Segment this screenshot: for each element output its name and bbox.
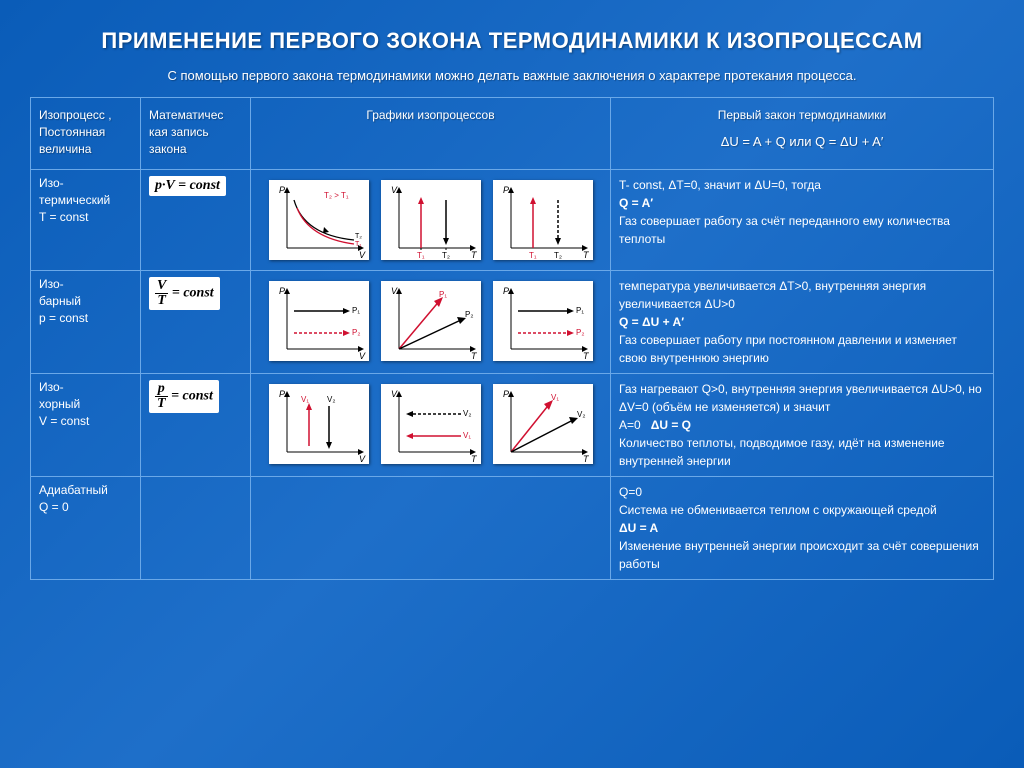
page-subtitle: С помощью первого закона термодинамики м… [30, 68, 994, 83]
row-isochoric: Изо- хорный V = const pT = const P V V₁ V₂ [31, 374, 994, 477]
th-law-eq: ΔU = A + Q или Q = ΔU + A′ [619, 134, 985, 149]
adiab-law: Q=0Система не обменивается теплом с окру… [611, 477, 994, 580]
th-graphs: Графики изопроцессов [251, 98, 611, 170]
th-process-l1: Изопроцесс , [39, 108, 132, 122]
svg-text:T: T [583, 250, 590, 260]
svg-text:T₂: T₂ [355, 233, 362, 240]
svg-text:V: V [359, 351, 366, 361]
svg-text:P₂: P₂ [576, 328, 584, 337]
graph-isov-pv: P V V₁ V₂ [269, 384, 369, 464]
svg-text:P: P [503, 185, 509, 195]
svg-text:P: P [503, 389, 509, 399]
iso-p-formula: VT = const [149, 277, 220, 310]
svg-text:T₁: T₁ [529, 251, 537, 260]
th-math-l1: Математичес [149, 108, 242, 122]
svg-text:P: P [279, 389, 285, 399]
svg-text:V₁: V₁ [551, 393, 559, 402]
svg-text:T: T [471, 454, 478, 464]
th-math: Математичес кая запись закона [141, 98, 251, 170]
row-adiabatic: Адиабатный Q = 0 Q=0Система не обменивае… [31, 477, 994, 580]
svg-text:V: V [391, 286, 398, 296]
svg-text:V: V [391, 185, 398, 195]
iso-t-law: T- const, ΔT=0, значит и ΔU=0, тогдаQ = … [611, 170, 994, 271]
svg-text:T₁: T₁ [417, 251, 425, 260]
svg-text:P₁: P₁ [352, 306, 360, 315]
iso-v-name3: V = const [39, 414, 132, 428]
iso-v-name1: Изо- [39, 380, 132, 394]
iso-p-name2: барный [39, 294, 132, 308]
svg-text:V₂: V₂ [327, 395, 335, 404]
th-process-l2: Постоянная [39, 125, 132, 139]
svg-text:T₂: T₂ [554, 251, 562, 260]
graph-isot-pv: P V T₂ > T₁ T₂T₁ [269, 180, 369, 260]
th-law: Первый закон термодинамики ΔU = A + Q ил… [611, 98, 994, 170]
svg-text:T: T [583, 454, 590, 464]
adiab-name2: Q = 0 [39, 500, 132, 514]
page-title: ПРИМЕНЕНИЕ ПЕРВОГО ЗОКОНА ТЕРМОДИНАМИКИ … [30, 28, 994, 54]
th-process: Изопроцесс , Постоянная величина [31, 98, 141, 170]
svg-text:T₂ > T₁: T₂ > T₁ [324, 191, 349, 200]
svg-text:P: P [503, 286, 509, 296]
svg-text:V₂: V₂ [577, 410, 585, 419]
graph-isop-pv: P V P₁ P₂ [269, 281, 369, 361]
graph-isop-vt: V T P₁ P₂ [381, 281, 481, 361]
iso-t-name3: T = const [39, 210, 132, 224]
row-isothermal: Изо- термический T = const p·V = const P… [31, 170, 994, 271]
svg-text:T: T [471, 351, 478, 361]
svg-text:P₂: P₂ [465, 310, 473, 319]
svg-text:P₁: P₁ [439, 290, 447, 299]
adiab-name1: Адиабатный [39, 483, 132, 497]
iso-p-name1: Изо- [39, 277, 132, 291]
graph-isot-pt: P T T₁ T₂ [493, 180, 593, 260]
svg-text:P: P [279, 185, 285, 195]
th-process-l3: величина [39, 142, 132, 156]
iso-p-name3: p = const [39, 311, 132, 325]
svg-text:P: P [279, 286, 285, 296]
th-math-l2: кая запись [149, 125, 242, 139]
graph-isop-pt: P T P₁ P₂ [493, 281, 593, 361]
svg-text:P₁: P₁ [576, 306, 584, 315]
svg-text:T₂: T₂ [442, 251, 450, 260]
iso-v-name2: хорный [39, 397, 132, 411]
svg-text:P₂: P₂ [352, 328, 360, 337]
iso-t-name2: термический [39, 193, 132, 207]
svg-text:T: T [471, 250, 478, 260]
svg-text:V₂: V₂ [463, 409, 471, 418]
svg-text:V: V [359, 454, 366, 464]
iso-v-law: Газ нагревают Q>0, внутренняя энергия ув… [611, 374, 994, 477]
svg-text:V: V [391, 389, 398, 399]
th-math-l3: закона [149, 142, 242, 156]
iso-table: Изопроцесс , Постоянная величина Математ… [30, 97, 994, 580]
graph-isov-vt: V T V₂ V₁ [381, 384, 481, 464]
iso-v-formula: pT = const [149, 380, 219, 413]
svg-text:T: T [583, 351, 590, 361]
iso-t-formula: p·V = const [149, 176, 226, 196]
svg-text:T₁: T₁ [355, 241, 362, 248]
svg-text:V: V [359, 250, 366, 260]
svg-text:V₁: V₁ [463, 431, 471, 440]
row-isobaric: Изо- барный p = const VT = const P V P₁ P₂ [31, 271, 994, 374]
iso-t-name1: Изо- [39, 176, 132, 190]
graph-isov-pt: P T V₁ V₂ [493, 384, 593, 464]
th-law-title: Первый закон термодинамики [619, 108, 985, 122]
svg-text:V₁: V₁ [301, 395, 309, 404]
graph-isot-vt: V T T₁ T₂ [381, 180, 481, 260]
iso-p-law: температура увеличивается ΔT>0, внутренн… [611, 271, 994, 374]
